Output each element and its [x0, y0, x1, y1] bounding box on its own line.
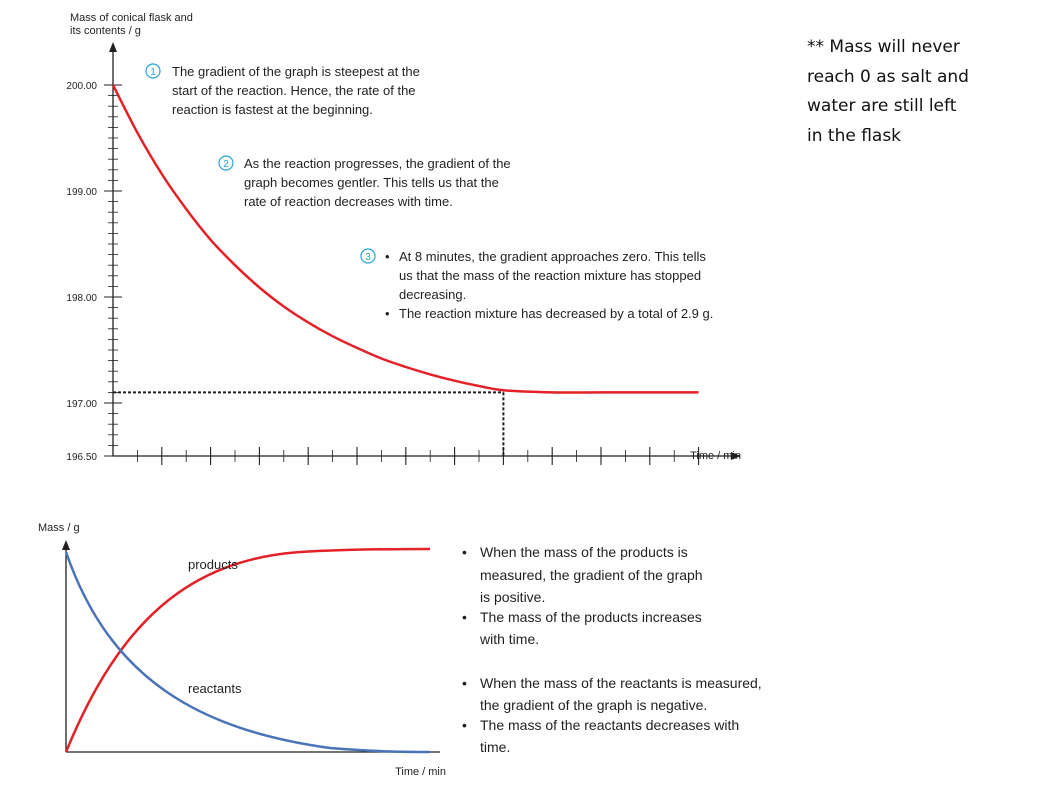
- annotation-3-number: 3: [365, 252, 371, 263]
- annotation-3-number-circle: [360, 248, 376, 264]
- mass-time-chart: Mass of conical flask and its contents /…: [66, 12, 741, 465]
- annotation-1: 1 The gradient of the graph is steepest …: [145, 63, 420, 117]
- notes-products: • When the mass of the products is measu…: [462, 544, 703, 647]
- y-axis-arrow: [62, 540, 70, 550]
- mass-products-reactants-chart: Mass / g Time / min products reactants •…: [38, 522, 762, 778]
- notes-reactants: • When the mass of the reactants is meas…: [462, 675, 762, 755]
- annotation-1-line: reaction is fastest at the beginning.: [172, 102, 373, 117]
- bullet-marker: •: [385, 306, 390, 321]
- annotation-2-number: 2: [223, 159, 229, 170]
- annotation-3-line: us that the mass of the reaction mixture…: [399, 268, 701, 283]
- y-tick-label: 199.00: [66, 187, 97, 198]
- annotation-1-number: 1: [150, 67, 156, 78]
- annotation-3: 3 • At 8 minutes, the gradient approache…: [360, 248, 713, 321]
- y-tick-label: 198.00: [66, 293, 97, 304]
- note-line: the gradient of the graph is negative.: [480, 697, 707, 713]
- bullet-marker: •: [462, 675, 467, 691]
- annotation-1-number-circle: [145, 63, 161, 79]
- y-tick-label: 196.50: [66, 452, 97, 463]
- annotation-1-line: start of the reaction. Hence, the rate o…: [172, 83, 416, 98]
- y-axis-arrow: [109, 42, 117, 52]
- mass-curve: [111, 84, 699, 394]
- side-note-line: water are still left: [807, 96, 957, 116]
- y-axis-title-line-1: Mass of conical flask and: [70, 12, 193, 24]
- annotation-2-number-circle: [218, 155, 234, 171]
- annotation-3-line: decreasing.: [399, 287, 466, 302]
- side-note-line: reach 0 as salt and: [807, 66, 969, 87]
- annotation-2-line: rate of reaction decreases with time.: [244, 194, 453, 209]
- note-line: is positive.: [480, 589, 545, 605]
- annotation-2: 2 As the reaction progresses, the gradie…: [218, 155, 511, 209]
- annotation-2-line: graph becomes gentler. This tells us tha…: [244, 175, 499, 190]
- note-line: When the mass of the products is: [480, 544, 688, 560]
- note-line: When the mass of the reactants is measur…: [480, 675, 762, 691]
- bullet-marker: •: [385, 249, 390, 264]
- note-line: measured, the gradient of the graph: [480, 567, 703, 583]
- x-axis-title: Time / min: [395, 766, 446, 778]
- note-line: time.: [480, 739, 510, 755]
- note-line: The mass of the reactants decreases with: [480, 717, 739, 733]
- x-axis-arrow: [731, 452, 741, 460]
- annotation-2-line: As the reaction progresses, the gradient…: [244, 156, 511, 171]
- side-note: ** Mass will never reach 0 as salt and w…: [807, 33, 1047, 151]
- annotation-3-line: At 8 minutes, the gradient approaches ze…: [399, 249, 706, 264]
- y-tick-label: 197.00: [66, 399, 97, 410]
- annotation-3-line: The reaction mixture has decreased by a …: [399, 306, 713, 321]
- bullet-marker: •: [462, 717, 467, 733]
- reactants-curve: [64, 551, 431, 754]
- products-label: products: [188, 557, 238, 572]
- bullet-marker: •: [462, 609, 467, 625]
- y-axis-title-line-2: its contents / g: [70, 25, 141, 37]
- reactants-label: reactants: [188, 681, 242, 696]
- note-line: The mass of the products increases: [480, 609, 702, 625]
- bullet-marker: •: [462, 544, 467, 560]
- side-note-line: ** Mass will never: [807, 37, 960, 57]
- y-axis-title: Mass / g: [38, 522, 80, 534]
- note-line: with time.: [479, 631, 539, 647]
- side-note-line: in the flask: [807, 125, 902, 146]
- annotation-1-line: The gradient of the graph is steepest at…: [172, 64, 420, 79]
- y-tick-label: 200.00: [66, 81, 97, 92]
- products-curve: [64, 547, 431, 753]
